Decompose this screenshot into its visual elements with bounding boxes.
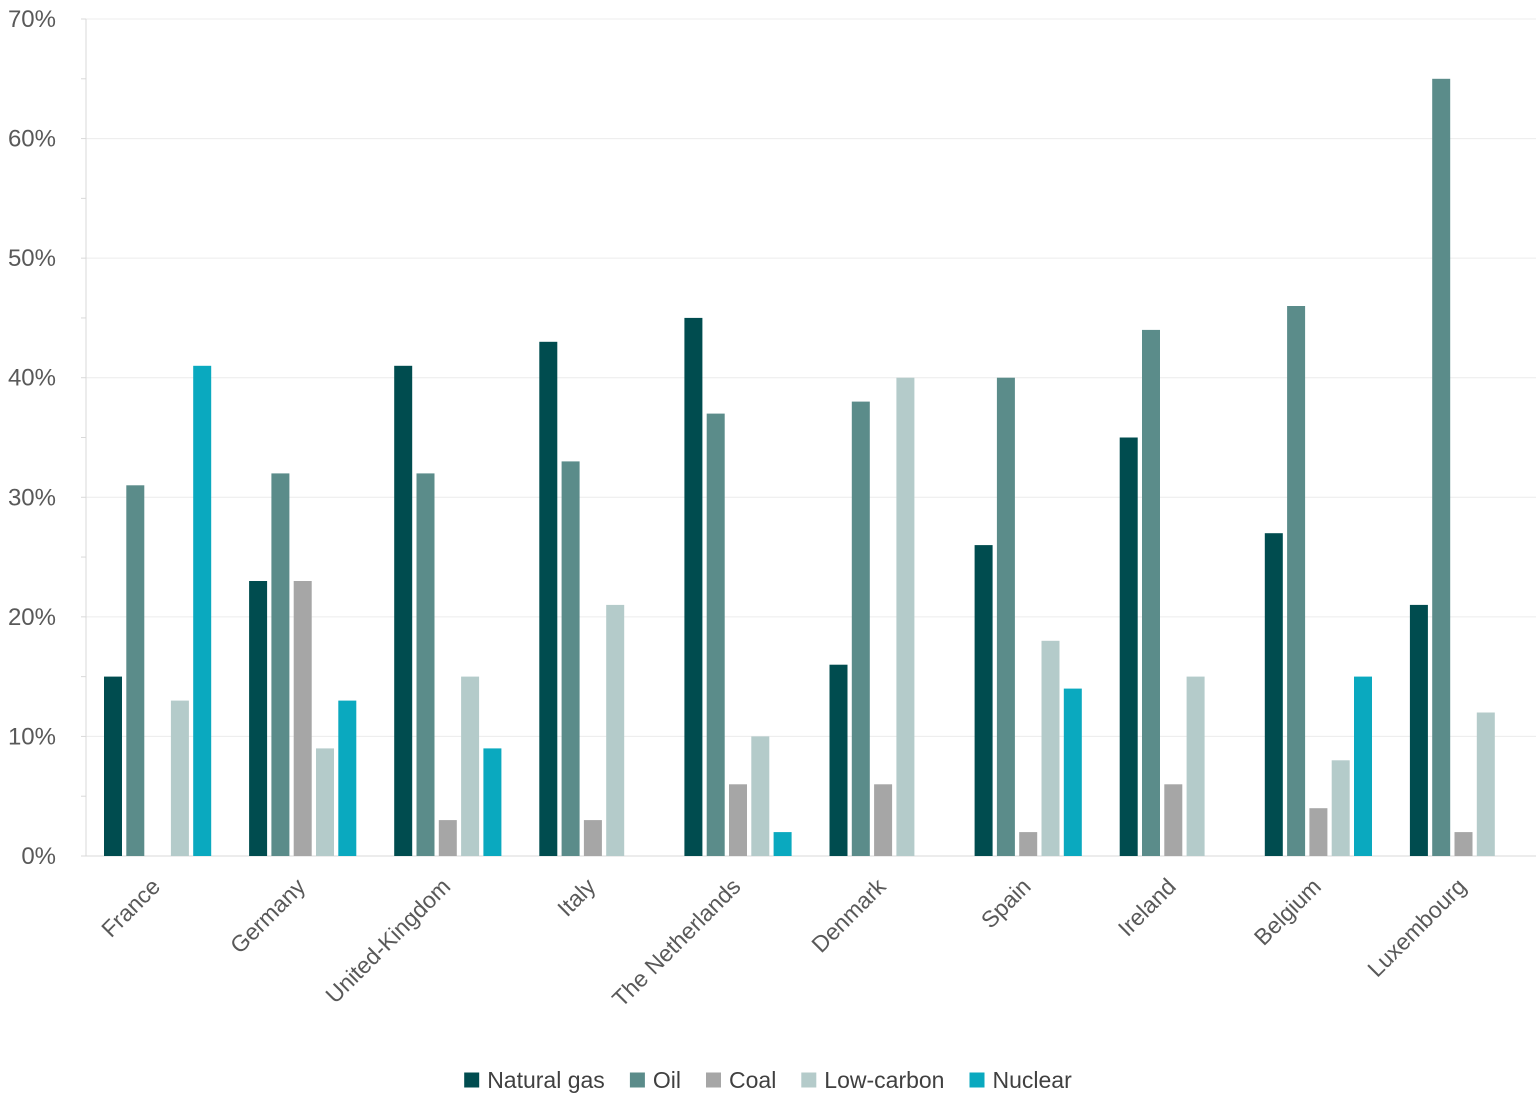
bar-low-carbon: [896, 377, 915, 856]
y-tick-label: 40%: [8, 365, 56, 392]
bar-natural-gas: [1264, 533, 1283, 856]
bar-oil: [706, 413, 725, 856]
x-category-label: United-Kingdom: [320, 873, 455, 1008]
x-category-label: The Netherlands: [607, 873, 746, 1012]
bar-coal: [1019, 832, 1038, 856]
y-tick-label: 20%: [8, 604, 56, 631]
bar-nuclear: [773, 832, 792, 856]
legend-item: Nuclear: [969, 1067, 1073, 1093]
y-tick-label: 30%: [8, 484, 56, 511]
x-category-label: Denmark: [806, 873, 891, 958]
x-category-label: Luxembourg: [1362, 873, 1471, 982]
legend-swatch: [801, 1072, 817, 1088]
bar-oil: [561, 461, 580, 856]
legend-item: Coal: [706, 1067, 776, 1093]
y-tick-label: 70%: [8, 6, 56, 33]
legend-swatch: [706, 1072, 721, 1088]
bar-oil: [1432, 78, 1451, 857]
legend-swatch: [464, 1072, 480, 1088]
legend-item: Oil: [629, 1067, 681, 1093]
bar-natural-gas: [684, 317, 703, 856]
bar-coal: [1309, 808, 1328, 856]
bar-coal: [729, 784, 747, 856]
bar-nuclear: [338, 700, 357, 856]
legend-label: Oil: [653, 1067, 681, 1093]
bars: [104, 78, 1495, 857]
bar-natural-gas: [1119, 437, 1138, 856]
legend-label: Coal: [729, 1067, 776, 1093]
y-tick-label: 10%: [8, 723, 56, 750]
legend-swatch: [629, 1072, 645, 1088]
bar-nuclear: [483, 748, 502, 856]
bar-low-carbon: [1331, 760, 1350, 856]
bar-low-carbon: [1041, 640, 1060, 856]
x-category-labels: France Germany United-Kingdom Italy The Neth…: [96, 873, 1471, 1012]
y-tick-label: 0%: [21, 843, 56, 870]
legend-swatch: [969, 1072, 985, 1088]
y-tick-labels: 0% 10% 20% 30% 40% 50% 60% 70%: [8, 6, 56, 870]
bar-low-carbon: [461, 676, 480, 856]
bar-oil: [851, 401, 870, 856]
bar-oil: [271, 473, 290, 856]
bar-natural-gas: [104, 676, 122, 856]
legend-label: Low-carbon: [824, 1067, 944, 1093]
legend-label: Natural gas: [487, 1067, 605, 1093]
gridlines: [86, 18, 1536, 737]
bar-oil: [1287, 306, 1306, 856]
bar-nuclear: [193, 365, 212, 856]
bar-coal: [1164, 784, 1183, 856]
bar-low-carbon: [606, 604, 625, 856]
x-category-label: France: [96, 873, 165, 942]
legend-item: Low-carbon: [801, 1067, 944, 1093]
x-category-label: Belgium: [1249, 873, 1326, 950]
x-category-label: Spain: [976, 873, 1036, 933]
bar-low-carbon: [1186, 676, 1205, 856]
x-category-label: Germany: [225, 873, 311, 959]
bar-low-carbon: [751, 736, 770, 856]
bar-oil: [416, 473, 435, 856]
bar-natural-gas: [539, 341, 558, 856]
y-tick-label: 60%: [8, 126, 56, 153]
bar-coal: [1454, 832, 1473, 856]
bar-natural-gas: [394, 365, 413, 856]
bar-natural-gas: [1409, 604, 1428, 856]
legend: Natural gas Oil Coal Low-carbon Nuclear: [464, 1067, 1072, 1093]
x-category-label: Italy: [552, 873, 601, 922]
bar-coal: [874, 784, 893, 856]
bar-low-carbon: [316, 748, 334, 856]
legend-label: Nuclear: [993, 1067, 1073, 1093]
bar-nuclear: [1063, 688, 1082, 856]
x-category-label: Ireland: [1113, 873, 1181, 941]
bar-coal: [293, 581, 312, 856]
bar-coal: [438, 820, 457, 856]
bar-low-carbon: [1476, 712, 1495, 856]
bar-oil: [1142, 329, 1160, 856]
bar-low-carbon: [170, 700, 189, 856]
bar-natural-gas: [974, 545, 993, 856]
bar-nuclear: [1354, 676, 1372, 856]
bar-natural-gas: [249, 581, 268, 856]
bar-coal: [583, 820, 602, 856]
bar-oil: [996, 377, 1015, 856]
bar-natural-gas: [829, 664, 848, 856]
y-tick-label: 50%: [8, 245, 56, 272]
legend-item: Natural gas: [464, 1067, 605, 1093]
bar-oil: [126, 485, 145, 856]
